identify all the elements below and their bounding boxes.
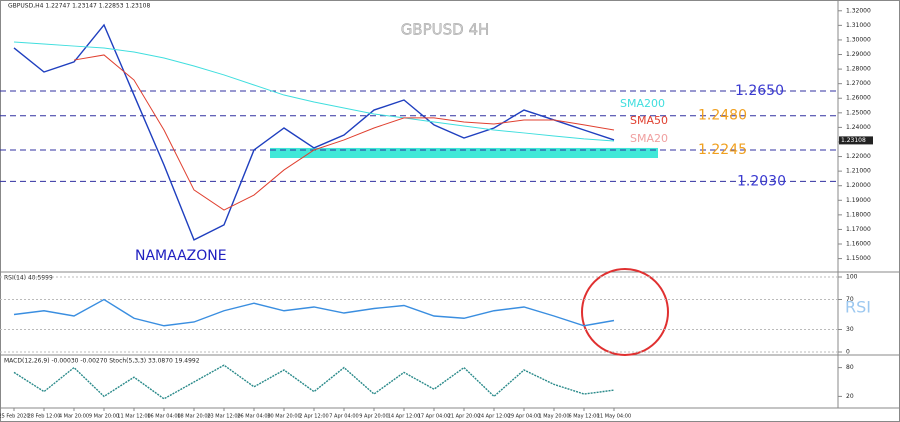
x-tick-label: 29 Apr 04:00 (508, 414, 541, 420)
level-label: 1.2030 (737, 173, 786, 189)
x-tick-label: 9 Apr 20:00 (359, 414, 388, 420)
y-tick-label: 0 (846, 349, 850, 356)
rsi-title: RSI (845, 298, 871, 317)
annotation: SMA20 (630, 132, 668, 145)
series-line (13, 23, 615, 241)
highlight-circle (581, 268, 669, 356)
series-line (13, 364, 615, 400)
x-tick-label: 28 Feb 12:00 (28, 414, 61, 420)
x-tick-label: 6 May 12:00 (568, 414, 599, 420)
level-label: 1.2650 (735, 83, 784, 99)
annotation: SMA50 (630, 114, 668, 127)
x-tick-label: 7 Apr 04:00 (329, 414, 358, 420)
x-tick-label: 23 Mar 12:00 (207, 414, 240, 420)
x-tick-label: 2 Apr 12:00 (299, 414, 328, 420)
y-tick-label: 1.24000 (846, 124, 871, 131)
y-tick-label: 70 (846, 296, 854, 303)
y-tick-label: 1.25000 (846, 109, 871, 116)
y-tick-label: 1.16000 (846, 241, 871, 248)
last-price-box (839, 136, 873, 145)
support-zone (270, 147, 658, 159)
x-tick-label: 4 Mar 20:00 (59, 414, 89, 420)
y-tick-label: 1.19000 (846, 197, 871, 204)
x-tick-label: 1 May 20:00 (538, 414, 569, 420)
x-tick-label: 16 Mar 04:00 (147, 414, 180, 420)
y-tick-label: 1.28000 (846, 66, 871, 73)
x-tick-label: 9 Mar 20:00 (89, 414, 119, 420)
y-tick-label: 1.15000 (846, 255, 871, 262)
rsi-header: RSI(14) 40.5999 (4, 275, 53, 282)
annotation: NAMAAZONE (135, 248, 227, 264)
x-tick-label: 24 Apr 12:00 (478, 414, 511, 420)
series-line (13, 41, 615, 142)
y-tick-label: 80 (846, 364, 854, 371)
y-tick-label: 100 (846, 274, 858, 281)
y-tick-label: 1.18000 (846, 211, 871, 218)
y-tick-label: 1.27000 (846, 80, 871, 87)
last-price-label: 1.23108 (841, 137, 866, 144)
y-tick-label: 1.17000 (846, 226, 871, 233)
chart-title: GBPUSD 4H (401, 21, 490, 39)
main-header: GBPUSD,H4 1.22747 1.23147 1.22853 1.2310… (8, 3, 150, 10)
x-tick-label: 11 Mar 12:00 (117, 414, 150, 420)
series-line (73, 54, 615, 211)
x-tick-label: 11 May 04:00 (597, 414, 631, 420)
level-label: 1.2480 (698, 108, 747, 124)
series-line (13, 298, 615, 327)
y-tick-label: 1.20000 (846, 182, 871, 189)
y-tick-label: 20 (846, 393, 854, 400)
y-tick-label: 1.31000 (846, 22, 871, 29)
y-tick-label: 1.30000 (846, 36, 871, 43)
y-tick-label: 1.32000 (846, 7, 871, 14)
y-tick-label: 1.29000 (846, 51, 871, 58)
x-tick-label: 17 Apr 04:00 (418, 414, 451, 420)
x-tick-label: 26 Mar 04:00 (237, 414, 270, 420)
y-tick-label: 1.26000 (846, 95, 871, 102)
x-tick-label: 30 Mar 20:00 (267, 414, 300, 420)
x-tick-label: 18 Mar 20:00 (177, 414, 210, 420)
y-tick-label: 1.21000 (846, 168, 871, 175)
annotation: SMA200 (620, 97, 665, 110)
x-tick-label: 14 Apr 12:00 (388, 414, 421, 420)
x-tick-label: 25 Feb 2020 (0, 414, 30, 420)
y-tick-label: 30 (846, 326, 854, 333)
level-label: 1.2245 (698, 142, 747, 158)
y-tick-label: 1.22000 (846, 153, 871, 160)
x-tick-label: 21 Apr 20:00 (448, 414, 481, 420)
macd-header: MACD(12,26,9) -0.00030 -0.00270 Stoch(5,… (4, 358, 200, 365)
